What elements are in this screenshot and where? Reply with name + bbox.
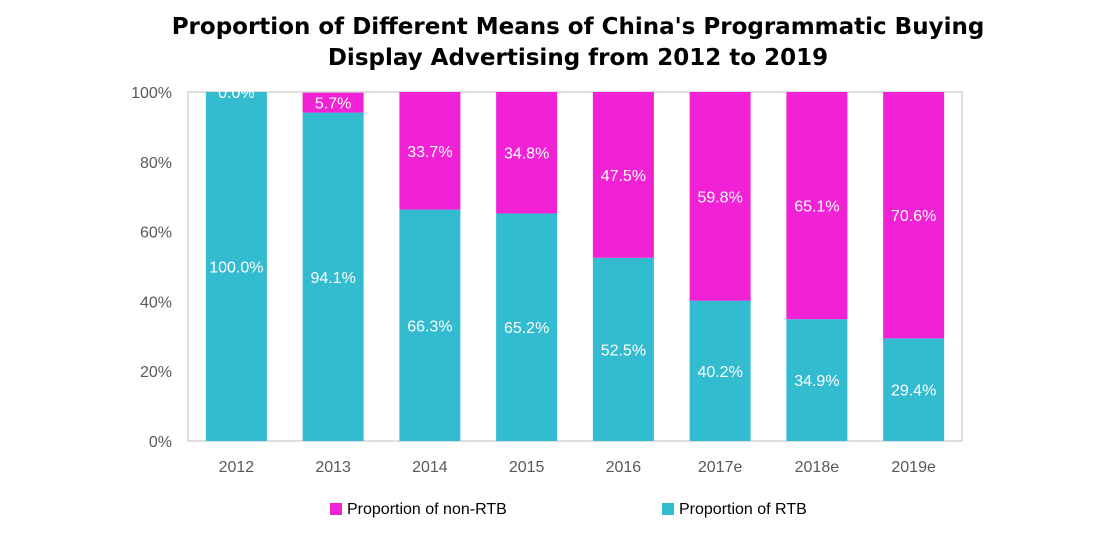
chart-title-line-2: Display Advertising from 2012 to 2019 — [327, 45, 829, 71]
x-tick-label: 2012 — [219, 459, 255, 476]
bar-non-rtb-2016 — [592, 92, 654, 258]
bar-rtb-2013 — [302, 112, 364, 441]
y-tick-label: 100% — [131, 85, 172, 102]
legend-swatch — [662, 503, 674, 515]
y-tick-label: 0% — [149, 434, 172, 451]
x-tick-label: 2015 — [509, 459, 545, 476]
data-label-rtb-2018e: 34.9% — [794, 373, 839, 390]
x-tick-label: 2018e — [795, 459, 840, 476]
data-label-rtb-2016: 52.5% — [601, 342, 646, 359]
data-label-non-rtb-2017e: 59.8% — [697, 189, 742, 206]
bar-non-rtb-2018e — [786, 92, 848, 320]
bar-rtb-2016 — [592, 257, 654, 441]
data-label-rtb-2013: 94.1% — [310, 270, 355, 287]
bar-rtb-2015 — [496, 213, 558, 441]
data-label-rtb-2015: 65.2% — [504, 320, 549, 337]
bar-non-rtb-2015 — [496, 92, 558, 214]
data-label-non-rtb-2014: 33.7% — [407, 144, 452, 161]
bar-non-rtb-2017e — [689, 92, 751, 301]
data-label-non-rtb-2019e: 70.6% — [891, 208, 936, 225]
y-tick-label: 20% — [140, 364, 172, 381]
bar-rtb-2012 — [205, 92, 267, 441]
chart-title: Proportion of Different Means of China's… — [0, 12, 1119, 74]
x-tick-label: 2014 — [412, 459, 448, 476]
x-tick-label: 2016 — [606, 459, 642, 476]
data-label-rtb-2014: 66.3% — [407, 318, 452, 335]
legend-label: Proportion of non-RTB — [347, 501, 507, 518]
y-tick-label: 40% — [140, 294, 172, 311]
bar-rtb-2014 — [399, 209, 461, 441]
bar-rtb-2017e — [689, 300, 751, 441]
x-tick-label: 2019e — [891, 459, 936, 476]
data-label-rtb-2017e: 40.2% — [697, 364, 742, 381]
data-label-non-rtb-2015: 34.8% — [504, 146, 549, 163]
plot-area-frame — [187, 91, 963, 442]
legend-swatch — [330, 503, 342, 515]
data-label-non-rtb-2016: 47.5% — [601, 168, 646, 185]
data-label-rtb-2019e: 29.4% — [891, 383, 936, 400]
x-tick-label: 2017e — [698, 459, 743, 476]
data-label-non-rtb-2012: 0.0% — [218, 85, 254, 102]
bar-non-rtb-2013 — [302, 92, 364, 113]
bar-rtb-2019e — [883, 338, 945, 441]
data-label-non-rtb-2013: 5.7% — [315, 96, 351, 113]
y-tick-label: 60% — [140, 225, 172, 242]
chart-title-line-1: Proportion of Different Means of China's… — [171, 14, 985, 40]
bar-non-rtb-2019e — [883, 92, 945, 339]
bar-rtb-2018e — [786, 319, 848, 441]
bar-non-rtb-2014 — [399, 92, 461, 210]
data-label-non-rtb-2018e: 65.1% — [794, 199, 839, 216]
y-tick-label: 80% — [140, 155, 172, 172]
legend-label: Proportion of RTB — [679, 501, 807, 518]
x-tick-label: 2013 — [315, 459, 351, 476]
data-label-rtb-2012: 100.0% — [209, 260, 263, 277]
